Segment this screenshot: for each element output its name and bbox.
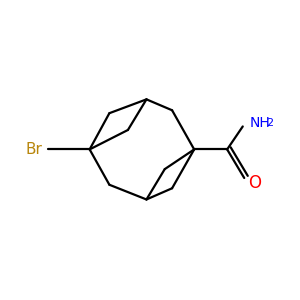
- Text: 2: 2: [266, 118, 273, 128]
- Text: Br: Br: [25, 142, 42, 157]
- Text: NH: NH: [250, 116, 271, 130]
- Text: O: O: [248, 174, 261, 192]
